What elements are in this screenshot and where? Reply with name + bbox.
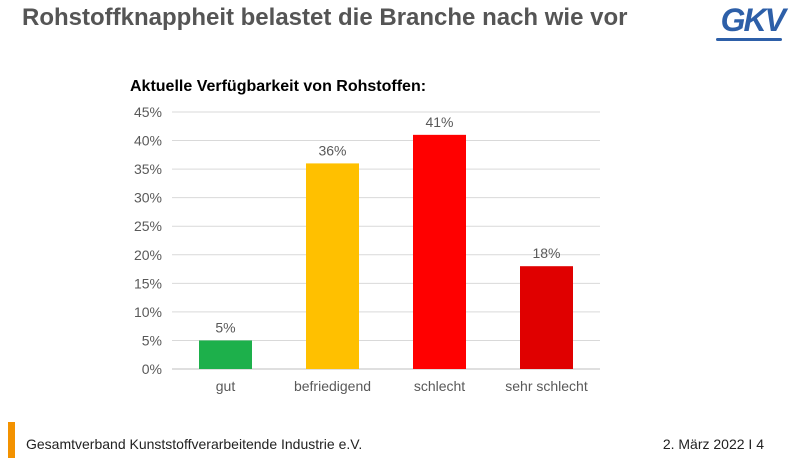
y-tick-label: 5% [142,332,162,348]
y-tick-label: 40% [134,133,162,149]
y-axis-ticks: 0% 5% 10% 15% 20% 25% 30% 35% 40% 45% [134,104,162,377]
data-label: 41% [425,114,453,130]
footer-date-page: 2. März 2022 I 4 [662,436,764,452]
bar-schlecht [413,134,466,369]
y-tick-label: 15% [134,275,162,291]
bar-befriedigend [306,163,359,369]
data-label: 18% [532,245,560,261]
logo-swoosh [716,38,782,41]
chart-title: Aktuelle Verfügbarkeit von Rohstoffen: [130,78,427,95]
bar-gut [199,340,252,369]
y-tick-label: 0% [142,361,162,377]
x-tick-label: schlecht [414,378,465,394]
bars [199,134,573,369]
data-labels: 5% 36% 41% 18% [215,114,560,336]
footer-organization: Gesamtverband Kunststoffverarbeitende In… [26,436,363,452]
data-label: 5% [215,319,235,335]
y-tick-label: 45% [134,104,162,120]
y-tick-label: 35% [134,161,162,177]
data-label: 36% [318,142,346,158]
y-tick-label: 20% [134,247,162,263]
x-tick-label: befriedigend [294,378,371,394]
bar-sehr-schlecht [520,266,573,369]
y-tick-label: 30% [134,190,162,206]
y-tick-label: 25% [134,218,162,234]
footer-accent-bar [8,422,15,458]
slide-title: Rohstoffknappheit belastet die Branche n… [22,4,628,31]
x-tick-label: gut [216,378,236,394]
x-tick-label: sehr schlecht [505,378,588,394]
gkv-logo: GKV [720,2,786,38]
x-axis-ticks: gut befriedigend schlecht sehr schlecht [216,378,588,394]
y-tick-label: 10% [134,304,162,320]
